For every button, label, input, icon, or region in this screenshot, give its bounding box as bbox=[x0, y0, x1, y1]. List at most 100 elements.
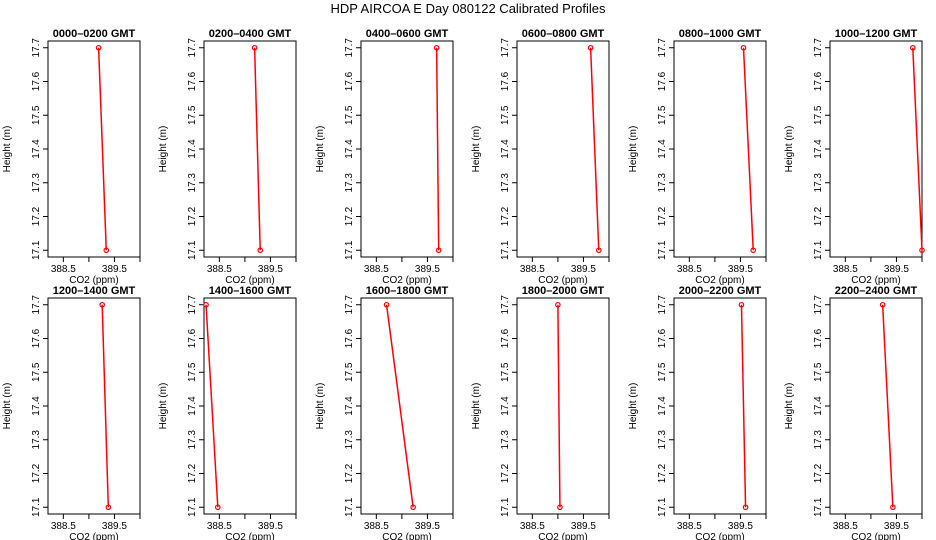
y-axis-label: Height (m) bbox=[315, 383, 326, 430]
y-tick-label: 17.1 bbox=[344, 497, 355, 517]
plot-frame bbox=[516, 297, 610, 515]
y-axis-label: Height (m) bbox=[315, 126, 326, 173]
profile-line bbox=[881, 304, 894, 508]
data-point bbox=[383, 301, 390, 308]
x-tick-label: 389.5 bbox=[884, 264, 909, 275]
panel-title: 1800–2000 GMT bbox=[522, 285, 605, 297]
y-tick-label: 17.7 bbox=[500, 38, 511, 58]
y-tick-label: 17.2 bbox=[813, 463, 824, 483]
plot-frame bbox=[47, 297, 141, 515]
profile-line bbox=[253, 47, 261, 251]
y-tick-label: 17.6 bbox=[500, 328, 511, 348]
y-tick-label: 17.4 bbox=[344, 139, 355, 159]
x-tick-label: 388.5 bbox=[677, 264, 702, 275]
x-tick-label: 388.5 bbox=[364, 264, 389, 275]
y-tick-label: 17.1 bbox=[813, 497, 824, 517]
data-point bbox=[909, 44, 916, 51]
y-tick-label: 17.4 bbox=[657, 396, 668, 416]
y-tick-label: 17.5 bbox=[344, 105, 355, 125]
y-tick-label: 17.5 bbox=[657, 362, 668, 382]
y-tick-label: 17.4 bbox=[344, 396, 355, 416]
data-point bbox=[919, 247, 925, 254]
data-point bbox=[99, 301, 105, 308]
y-tick-label: 17.2 bbox=[187, 463, 198, 483]
y-tick-label: 17.7 bbox=[344, 38, 355, 58]
x-axis-label: CO2 (ppm) bbox=[851, 275, 900, 286]
y-tick-label: 17.6 bbox=[813, 328, 824, 348]
figure-title: HDP AIRCOA E Day 080122 Calibrated Profi… bbox=[330, 1, 606, 16]
y-tick-label: 17.4 bbox=[187, 396, 198, 416]
y-tick-label: 17.5 bbox=[31, 105, 42, 125]
y-tick-label: 17.3 bbox=[344, 173, 355, 193]
x-tick-label: 388.5 bbox=[51, 521, 76, 532]
x-tick-label: 389.5 bbox=[415, 264, 440, 275]
y-tick-label: 17.6 bbox=[657, 328, 668, 348]
x-axis-label: CO2 (ppm) bbox=[538, 275, 587, 286]
y-tick-label: 17.2 bbox=[31, 206, 42, 226]
y-tick-label: 17.1 bbox=[187, 497, 198, 517]
y-tick-label: 17.3 bbox=[813, 173, 824, 193]
y-tick-label: 17.5 bbox=[813, 362, 824, 382]
y-tick-label: 17.2 bbox=[500, 463, 511, 483]
x-tick-label: 389.5 bbox=[728, 521, 753, 532]
x-axis-label: CO2 (ppm) bbox=[851, 532, 900, 540]
panel-title: 1200–1400 GMT bbox=[53, 285, 136, 297]
x-tick-label: 388.5 bbox=[51, 264, 76, 275]
y-tick-label: 17.5 bbox=[500, 362, 511, 382]
y-tick-label: 17.3 bbox=[187, 173, 198, 193]
panel-title: 0000–0200 GMT bbox=[53, 28, 136, 40]
profile-line bbox=[742, 47, 754, 251]
y-tick-label: 17.6 bbox=[31, 328, 42, 348]
x-tick-label: 388.5 bbox=[677, 521, 702, 532]
y-tick-label: 17.7 bbox=[657, 295, 668, 315]
panel-title: 0800–1000 GMT bbox=[679, 28, 762, 40]
panel-title: 0400–0600 GMT bbox=[366, 28, 449, 40]
x-axis-label: CO2 (ppm) bbox=[695, 532, 744, 540]
panel-title: 1600–1800 GMT bbox=[366, 285, 449, 297]
x-tick-label: 388.5 bbox=[364, 521, 389, 532]
y-tick-label: 17.1 bbox=[31, 497, 42, 517]
y-axis-label: Height (m) bbox=[784, 126, 795, 173]
y-tick-label: 17.1 bbox=[813, 240, 824, 260]
plot-frame bbox=[203, 297, 297, 515]
panel-title: 2200–2400 GMT bbox=[835, 285, 918, 297]
y-tick-label: 17.3 bbox=[187, 430, 198, 450]
x-axis-label: CO2 (ppm) bbox=[225, 532, 274, 540]
panel-title: 1400–1600 GMT bbox=[209, 285, 292, 297]
data-point bbox=[410, 504, 416, 511]
data-point bbox=[879, 301, 886, 308]
y-tick-label: 17.5 bbox=[813, 105, 824, 125]
y-tick-label: 17.6 bbox=[187, 71, 198, 91]
y-tick-label: 17.6 bbox=[657, 71, 668, 91]
plot-frame bbox=[673, 297, 767, 515]
y-axis-label: Height (m) bbox=[628, 383, 639, 430]
plot-frame bbox=[47, 40, 141, 258]
profile-line bbox=[205, 304, 219, 508]
data-point bbox=[251, 44, 258, 51]
y-axis-label: Height (m) bbox=[471, 383, 482, 430]
y-tick-label: 17.3 bbox=[500, 173, 511, 193]
y-axis-label: Height (m) bbox=[2, 126, 13, 173]
plot-frame bbox=[829, 297, 923, 515]
x-axis-label: CO2 (ppm) bbox=[538, 532, 587, 540]
y-tick-label: 17.1 bbox=[500, 240, 511, 260]
panel-title: 0600–0800 GMT bbox=[522, 28, 605, 40]
y-tick-label: 17.6 bbox=[344, 328, 355, 348]
x-tick-label: 388.5 bbox=[833, 264, 858, 275]
y-tick-label: 17.7 bbox=[657, 38, 668, 58]
y-tick-label: 17.5 bbox=[31, 362, 42, 382]
panel-title: 2000–2200 GMT bbox=[679, 285, 762, 297]
y-tick-label: 17.1 bbox=[500, 497, 511, 517]
y-axis-label: Height (m) bbox=[471, 126, 482, 173]
data-point bbox=[105, 504, 112, 511]
y-tick-label: 17.7 bbox=[344, 295, 355, 315]
x-tick-label: 388.5 bbox=[833, 521, 858, 532]
plot-frame bbox=[360, 40, 454, 258]
data-point bbox=[595, 247, 602, 254]
x-axis-label: CO2 (ppm) bbox=[69, 275, 118, 286]
y-tick-label: 17.4 bbox=[187, 139, 198, 159]
x-axis-label: CO2 (ppm) bbox=[382, 532, 431, 540]
y-tick-label: 17.5 bbox=[344, 362, 355, 382]
y-tick-label: 17.4 bbox=[31, 396, 42, 416]
data-point bbox=[203, 301, 209, 308]
